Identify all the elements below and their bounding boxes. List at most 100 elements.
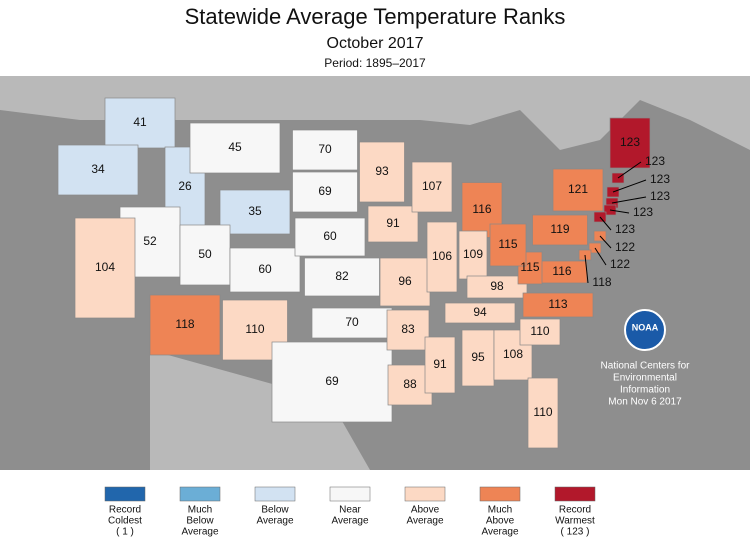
state-rank: 115 [520, 260, 539, 274]
state [304, 257, 380, 297]
state [424, 336, 456, 394]
state-rank: 123 [650, 189, 670, 203]
state-rank: 122 [610, 257, 630, 271]
state [527, 377, 559, 449]
state [149, 294, 221, 356]
state [466, 275, 528, 299]
credit-line: Environmental [613, 373, 677, 384]
legend-label: Coldest [108, 516, 142, 527]
leader-line [609, 209, 630, 214]
legend-swatch [329, 486, 371, 502]
legend-label: ( 1 ) [116, 527, 134, 538]
period: Period: 1895–2017 [324, 56, 426, 70]
state-rank: 123 [650, 172, 670, 186]
canada [0, 76, 750, 150]
state-rank: 109 [463, 247, 483, 261]
legend-label: Average [256, 516, 294, 527]
state-rank: 116 [552, 264, 571, 278]
state-rank: 110 [533, 405, 552, 419]
state [411, 161, 453, 213]
leader-line [611, 196, 647, 204]
state [522, 292, 594, 318]
legend-label: Near [339, 505, 361, 516]
legend-swatch [554, 486, 596, 502]
logo-text: NOAA [632, 322, 659, 332]
state [426, 221, 458, 293]
state [444, 302, 516, 324]
state-rank: 110 [530, 324, 549, 338]
state [552, 168, 604, 212]
legend-swatch [404, 486, 446, 502]
state-rank: 83 [401, 322, 415, 336]
legend-swatch [104, 486, 146, 502]
legend-label: Average [481, 527, 519, 538]
state-rank: 91 [386, 216, 400, 230]
logo-circle [624, 309, 666, 351]
state-rank: 113 [548, 297, 567, 311]
state-rank: 26 [178, 179, 192, 193]
state-rank: 123 [633, 205, 653, 219]
state-rank: 104 [95, 260, 115, 274]
state [189, 122, 281, 174]
state-rank: 82 [335, 269, 349, 283]
legend-label: Average [406, 516, 444, 527]
leader-line [612, 179, 647, 193]
state-rank: 96 [398, 274, 412, 288]
legend-swatch [479, 486, 521, 502]
state [74, 217, 136, 319]
state [519, 318, 561, 346]
state [379, 257, 431, 307]
state-rank: 119 [550, 222, 569, 236]
state-rank: 98 [490, 279, 504, 293]
state-rank: 60 [258, 262, 272, 276]
state [386, 309, 430, 351]
leader-line [584, 254, 589, 284]
state-rank: 123 [615, 222, 635, 236]
state [104, 97, 176, 149]
legend-swatch [254, 486, 296, 502]
legend-swatch [179, 486, 221, 502]
state-rank: 121 [568, 182, 588, 196]
state [489, 223, 527, 267]
state [359, 141, 405, 203]
state-rank: 107 [422, 179, 442, 193]
state [219, 189, 291, 235]
legend-label: Much [488, 505, 512, 516]
state [458, 230, 488, 280]
legend-label: Above [411, 505, 440, 516]
legend-label: Below [261, 505, 289, 516]
credit-line: National Centers for [601, 361, 691, 372]
leader-line [617, 161, 642, 179]
state-rank: 118 [592, 275, 611, 289]
state-rank: 69 [325, 374, 339, 388]
state-rank: 41 [133, 115, 147, 129]
state [229, 247, 301, 293]
legend-label: Record [559, 505, 591, 516]
state-rank: 60 [323, 229, 337, 243]
state-rank: 69 [318, 184, 332, 198]
state-rank: 91 [433, 357, 447, 371]
leader-line [599, 216, 612, 231]
state-rank: 106 [432, 249, 452, 263]
mexico [150, 350, 370, 470]
subtitle: October 2017 [327, 35, 424, 52]
state-rank: 93 [375, 164, 389, 178]
state-rank: 35 [248, 204, 262, 218]
leader-line [594, 247, 607, 266]
state-rank: 88 [403, 377, 417, 391]
legend-label: Record [109, 505, 141, 516]
state [271, 341, 393, 423]
state [57, 144, 139, 196]
state-rank: 94 [473, 305, 487, 319]
state [609, 117, 651, 169]
legend-label: Warmest [555, 516, 595, 527]
legend-label: Below [186, 516, 214, 527]
legend-label: Average [181, 527, 219, 538]
credit-line: Mon Nov 6 2017 [608, 397, 682, 408]
title: Statewide Average Temperature Ranks [185, 4, 566, 29]
state [292, 171, 358, 213]
credit-line: Information [620, 385, 670, 396]
state [367, 205, 419, 243]
state-rank: 70 [318, 142, 332, 156]
